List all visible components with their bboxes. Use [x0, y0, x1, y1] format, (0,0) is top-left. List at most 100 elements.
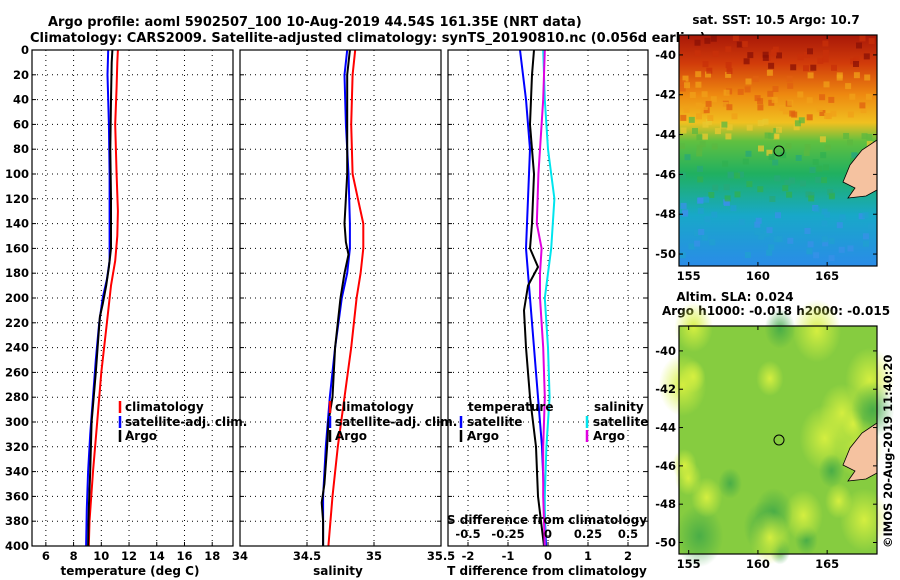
sst-pixel — [701, 234, 708, 241]
sst-pixel — [809, 167, 816, 174]
sst-pixel — [679, 85, 686, 92]
depth-tick-label: 0 — [21, 43, 29, 57]
salinity-panel: 34 34.5 35 35.5 climatology satellite-adj. … — [232, 49, 457, 578]
sst-pixel — [786, 191, 793, 198]
sst-pixel — [723, 184, 730, 191]
sst-pixel — [754, 221, 761, 228]
legend-argo-label: Argo — [125, 429, 157, 443]
sst-pixel — [847, 111, 854, 118]
new-zealand-coast — [842, 139, 878, 199]
sst-pixel — [831, 64, 837, 71]
sst-pixel — [705, 100, 712, 107]
s-diff-tick-label: 0.25 — [574, 527, 602, 541]
sst-pixel — [824, 112, 831, 119]
x-tick-label: -2 — [462, 549, 475, 563]
sst-pixel — [684, 154, 691, 161]
sst-pixel — [828, 193, 835, 200]
sst-pixel — [816, 106, 823, 112]
sst-pixel — [747, 52, 754, 59]
sst-pixel — [762, 118, 769, 125]
series-line-climatology — [327, 50, 365, 546]
sst-pixel — [757, 186, 764, 193]
depth-tick-label: 80 — [13, 142, 29, 156]
depth-tick-label: 260 — [5, 365, 29, 379]
legend-climatology-label: climatology — [125, 400, 204, 414]
sst-pixel — [859, 35, 866, 42]
sst-pixel — [680, 202, 687, 209]
x-tick-label: 12 — [121, 549, 137, 563]
depth-tick-label: 240 — [5, 341, 29, 355]
sst-pixel — [853, 72, 860, 79]
sst-pixel — [704, 37, 711, 44]
sst-pixel — [695, 71, 702, 78]
sst-pixel — [757, 104, 764, 111]
depth-tick-label: 20 — [13, 68, 29, 82]
sst-pixel — [789, 177, 795, 184]
sst-pixel — [813, 252, 820, 259]
sst-pixel — [823, 81, 830, 88]
sst-pixel — [806, 97, 813, 104]
sst-pixel — [786, 75, 793, 82]
sst-pixel — [700, 107, 707, 114]
x-tick-label: 35.5 — [427, 549, 455, 563]
sst-pixel — [752, 75, 759, 82]
sst-pixel — [771, 97, 778, 104]
sst-pixel — [724, 195, 731, 202]
x-tick-label: 34.5 — [293, 549, 321, 563]
sst-pixel — [705, 118, 712, 125]
sst-pixel — [709, 239, 716, 246]
depth-tick-label: 160 — [5, 241, 29, 255]
sst-pixel — [725, 46, 732, 53]
lon-tick-label: 165 — [815, 557, 839, 571]
sst-pixel — [681, 210, 688, 217]
sst-pixel — [856, 42, 862, 49]
legend-s-argo-label: Argo — [593, 429, 625, 443]
sst-pixel — [726, 104, 733, 111]
sst-pixel — [734, 191, 741, 198]
depth-tick-label: 300 — [5, 415, 29, 429]
sst-pixel — [803, 52, 810, 58]
sst-pixel — [732, 35, 739, 41]
sst-pixel — [776, 235, 783, 242]
sst-pixel — [806, 248, 813, 255]
sst-pixel — [688, 243, 695, 250]
sst-pixel — [697, 197, 704, 204]
sst-pixel — [794, 120, 801, 127]
sst-pixel — [803, 65, 809, 72]
series-line-t-argo — [523, 50, 545, 546]
series-line-satellite-adj-clim- — [322, 50, 351, 546]
sst-pixel — [853, 56, 860, 63]
sst-pixel — [847, 139, 853, 146]
x-tick-label: 16 — [176, 549, 192, 563]
depth-tick-label: 280 — [5, 390, 29, 404]
sst-pixel — [697, 207, 704, 214]
sst-pixel — [782, 185, 789, 192]
salinity-legend: climatology satellite-adj. clim. Argo — [328, 400, 457, 443]
sst-pixel — [702, 121, 709, 128]
sst-pixel — [696, 150, 703, 157]
sst-pixel — [768, 62, 775, 69]
lat-tick-label: -50 — [655, 536, 676, 550]
sst-pixel — [699, 141, 706, 148]
sst-pixel — [712, 50, 719, 57]
sst-pixel — [868, 38, 875, 45]
sst-pixel — [766, 149, 773, 156]
sst-pixel — [849, 93, 856, 100]
sst-pixel — [766, 249, 773, 256]
sst-pixel — [819, 136, 826, 143]
t-difference-axis-label: T difference from climatology — [447, 564, 647, 578]
lat-tick-label: -42 — [655, 382, 676, 396]
sst-pixel — [741, 41, 748, 48]
s-difference-axis-label: S difference from climatology — [447, 513, 647, 527]
sst-pixel — [746, 181, 753, 188]
x-tick-label: 35 — [366, 549, 382, 563]
difference-panel: -2 -1 0 1 2 temperature satellite Argo salin… — [447, 49, 649, 578]
argo-float-marker — [773, 145, 785, 157]
sst-pixel — [744, 86, 751, 93]
sst-pixel — [863, 53, 870, 60]
sst-pixel — [692, 128, 698, 134]
series-line-s-satellite — [542, 50, 556, 546]
x-tick-label: 8 — [70, 549, 78, 563]
sst-pixel — [798, 117, 805, 124]
sst-pixel — [693, 230, 700, 237]
